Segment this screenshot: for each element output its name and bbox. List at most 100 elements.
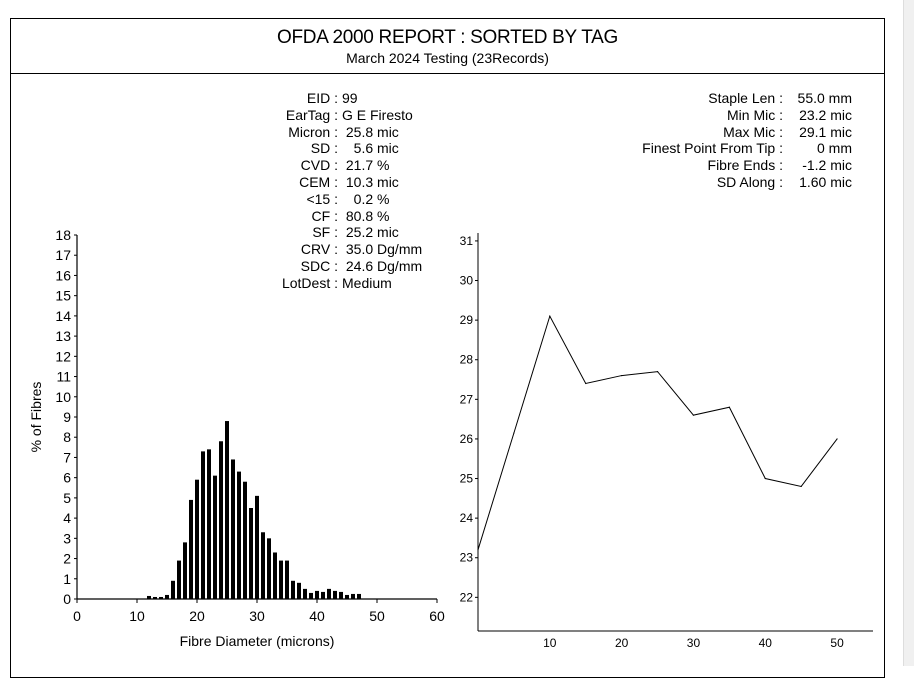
y-tick-label: 4	[63, 510, 71, 526]
line-chart-x-tick-label: 40	[759, 636, 773, 650]
histogram-bar	[147, 595, 151, 599]
x-tick-label: 50	[369, 608, 385, 624]
y-tick-label: 1	[63, 571, 71, 587]
histogram-bar	[219, 441, 223, 599]
stat-row: EarTag :G E Firesto	[200, 107, 422, 124]
stat-row: LotDest : Medium	[200, 275, 422, 292]
line-chart-y-tick-label: 22	[460, 590, 474, 604]
line-chart-x-tick-label: 10	[543, 636, 557, 650]
y-tick-label: 2	[63, 551, 71, 567]
stat-value: G E Firesto	[342, 106, 413, 123]
histogram-bar	[213, 475, 217, 599]
histogram-bar	[315, 590, 319, 599]
stat-row: SF : 25.2 mic	[200, 224, 422, 241]
histogram-bar	[261, 532, 265, 599]
histogram-bar	[225, 421, 229, 599]
y-tick-label: 12	[55, 348, 71, 364]
histogram-bar	[183, 542, 187, 599]
stat-value: 29.1 mic	[799, 123, 852, 140]
stat-value: 80.8 %	[342, 207, 390, 224]
histogram-bar	[279, 560, 283, 599]
stat-label: Min Mic :	[727, 106, 783, 123]
staple-stats: Staple Len :55.0 mm Min Mic :23.2 mic Max …	[560, 90, 852, 191]
stat-value: 99	[342, 90, 358, 106]
histogram-bar	[237, 471, 241, 599]
line-chart-y-tick-label: 30	[460, 274, 474, 288]
x-tick-label: 0	[73, 608, 81, 624]
histogram-bar	[201, 451, 205, 599]
histogram-bar	[165, 594, 169, 599]
y-tick-label: 5	[63, 490, 71, 506]
stat-label: CRV :	[300, 241, 338, 258]
y-tick-label: 10	[55, 389, 71, 405]
histogram-bar	[195, 479, 199, 599]
line-chart-y-tick-label: 23	[460, 551, 474, 565]
y-tick-label: 11	[56, 369, 71, 385]
stat-label: Staple Len :	[708, 90, 783, 106]
stat-label: Max Mic :	[723, 123, 783, 140]
y-tick-label: 8	[63, 429, 71, 445]
stat-label: Micron :	[288, 123, 338, 140]
histogram-bar	[285, 560, 289, 599]
stat-row: CVD : 21.7 %	[200, 157, 422, 174]
line-chart-x-tick-label: 20	[615, 636, 629, 650]
stat-label: SD :	[310, 140, 338, 157]
diameter-profile-point	[549, 315, 551, 317]
histogram-bar	[333, 590, 337, 599]
histogram-bar	[309, 592, 313, 599]
diameter-profile-line	[477, 314, 838, 550]
stat-label: EID :	[306, 90, 338, 106]
y-tick-label: 7	[63, 449, 71, 465]
y-tick-label: 0	[63, 591, 71, 607]
diameter-profile-point	[477, 549, 479, 551]
histogram-bar	[267, 538, 271, 599]
stat-label: <15 :	[306, 190, 338, 207]
line-chart-y-tick-label: 28	[460, 353, 474, 367]
stat-value: 21.7 %	[342, 157, 390, 174]
line-chart-y-tick-label: 24	[460, 511, 474, 525]
stat-row: SD : 5.6 mic	[200, 140, 422, 157]
line-chart-y-tick-label: 26	[460, 432, 474, 446]
x-tick-label: 40	[309, 608, 325, 624]
stat-value: -1.2 mic	[802, 157, 852, 174]
histogram-bar	[351, 593, 355, 599]
stat-value: 23.2 mic	[799, 106, 852, 123]
histogram-bar	[153, 596, 157, 599]
x-tick-label: 20	[189, 608, 205, 624]
y-tick-label: 9	[63, 409, 71, 425]
stat-value: 25.2 mic	[342, 224, 399, 241]
y-tick-label: 14	[55, 308, 71, 324]
stat-value: 5.6 mic	[342, 140, 399, 157]
x-tick-label: 30	[249, 608, 265, 624]
x-tick-label: 60	[429, 608, 445, 624]
diameter-profile-point	[692, 414, 695, 416]
y-tick-label: 16	[55, 267, 71, 283]
report-subtitle: March 2024 Testing (23Records)	[346, 50, 549, 66]
stat-row: CRV : 35.0 Dg/mm	[200, 241, 422, 258]
stat-label: LotDest :	[281, 274, 338, 291]
stat-row: Micron : 25.8 mic	[200, 124, 422, 141]
y-tick-label: 6	[63, 470, 71, 486]
stat-row: Fibre Ends : -1.2 mic	[560, 157, 852, 174]
line-chart-y-tick-label: 27	[460, 392, 474, 406]
diameter-profile-point	[513, 432, 515, 434]
diameter-profile-point	[621, 374, 623, 377]
stat-row: CEM : 10.3 mic	[200, 174, 422, 191]
stat-value: 0 mm	[817, 140, 852, 157]
stat-row: Min Mic : 23.2 mic	[560, 107, 852, 124]
stat-label: CF :	[311, 207, 338, 224]
histogram-bar	[273, 552, 277, 599]
stat-value: 0.2 %	[342, 190, 390, 207]
stat-label: SDC :	[300, 257, 338, 274]
histogram-bar	[189, 499, 193, 599]
diameter-profile-point	[728, 406, 730, 408]
stat-label: CVD :	[300, 157, 338, 174]
stat-value: 24.6 Dg/mm	[342, 257, 423, 274]
stat-value: Medium	[342, 274, 392, 291]
vertical-scrollbar[interactable]	[903, 0, 914, 666]
line-chart-x-tick-label: 50	[830, 636, 844, 650]
histogram-bar	[303, 588, 307, 599]
x-axis-label: Fibre Diameter (microns)	[180, 633, 335, 649]
stat-row: SDC : 24.6 Dg/mm	[200, 258, 422, 275]
